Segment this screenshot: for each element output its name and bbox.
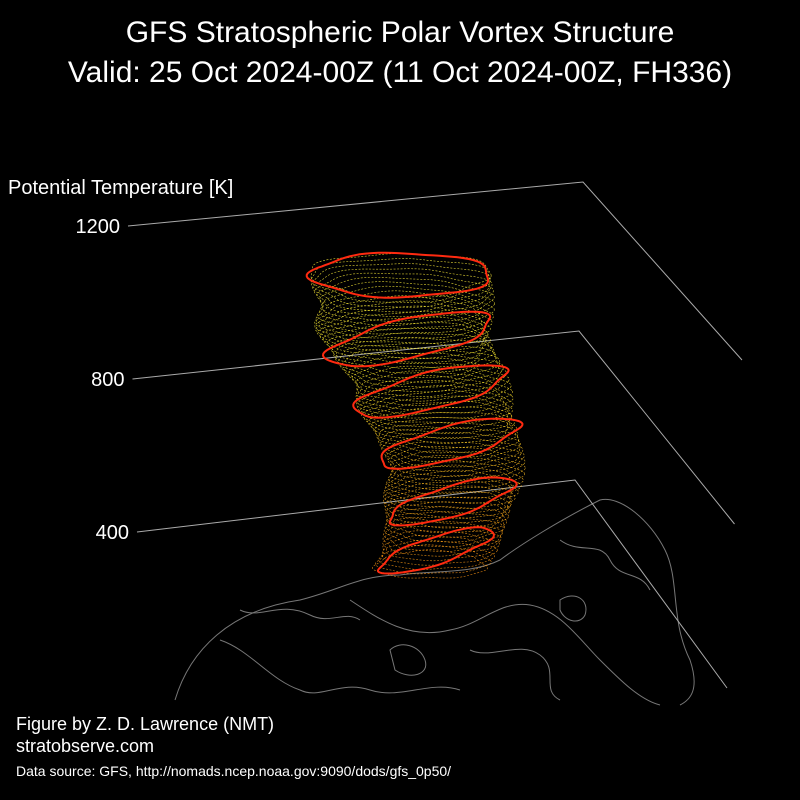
vortex-contour [386, 459, 524, 495]
vortex-edge [305, 251, 489, 299]
vortex-contour [379, 427, 520, 463]
vortex-contour [383, 437, 524, 472]
vortex-contour [316, 276, 495, 322]
vortex-contour [372, 549, 488, 579]
chart-subtitle: Valid: 25 Oct 2024-00Z (11 Oct 2024-00Z,… [68, 56, 732, 89]
y-tick-label: 400 [96, 522, 129, 544]
vortex-contour [383, 521, 503, 552]
grid-line [127, 181, 743, 361]
vortex-contour [385, 441, 525, 477]
vortex-contour [347, 357, 508, 397]
vortex-contour [384, 469, 519, 504]
vortex-contour [383, 480, 512, 514]
vortex-contour [340, 347, 501, 388]
vortex-contour [319, 316, 489, 360]
vortex-edge [321, 310, 492, 368]
vortex-edge [376, 526, 495, 575]
vortex-contour [356, 380, 514, 419]
vortex-contour [378, 421, 520, 458]
vortex-contour [357, 385, 513, 424]
vortex-contour [316, 311, 486, 355]
y-tick-label: 800 [91, 369, 124, 391]
vortex-contour [335, 337, 497, 378]
coastline [349, 599, 661, 706]
website: stratobserve.com [16, 736, 154, 756]
vortex-contour [384, 511, 505, 543]
axis-planes: 400 800 1200 [76, 181, 743, 689]
vortex-contour [359, 390, 512, 429]
chart-title: GFS Stratospheric Polar Vortex Structure [126, 16, 675, 49]
vortex-contour [312, 268, 493, 313]
coastline [389, 644, 427, 676]
vortex-edge [380, 417, 524, 470]
vortex-contour [315, 290, 494, 335]
coastline [559, 539, 651, 591]
vortex-contour [311, 263, 491, 308]
vortex-edge [388, 476, 518, 527]
vortex-contour [382, 530, 500, 562]
vortex-contour [383, 491, 512, 524]
vortex-contour [374, 544, 492, 575]
vortex [305, 251, 526, 579]
vortex-contour [381, 431, 522, 468]
credit: Figure by Z. D. Lawrence (NMT) [16, 714, 274, 734]
vortex-contour [367, 406, 515, 444]
grid-line [136, 479, 728, 689]
vortex-contour [310, 258, 491, 303]
vortex-contour [363, 401, 513, 440]
vortex-contour [355, 370, 513, 411]
vortex-contour [378, 539, 495, 570]
coastline [469, 648, 561, 701]
vortex-contour [316, 285, 495, 331]
data-source: Data source: GFS, http://nomads.ncep.noa… [16, 763, 451, 779]
axis-label: Potential Temperature [K] [8, 177, 233, 199]
vortex-contour [384, 496, 511, 529]
coastline [219, 639, 461, 694]
coastline [559, 595, 587, 622]
vortex-contour [343, 352, 504, 393]
grid-line [132, 330, 735, 525]
coastlines [174, 498, 695, 706]
y-tick-label: 1200 [76, 216, 121, 238]
vortex-contour [319, 281, 496, 327]
vortex-contour [331, 332, 495, 374]
vortex-contour [361, 395, 511, 435]
vortex-contour [322, 322, 491, 365]
coastline [239, 608, 361, 621]
vortex-contour [355, 375, 514, 415]
vortex-contour [351, 361, 510, 402]
vortex-edge [352, 364, 510, 419]
vortex-contour [314, 300, 491, 344]
vortex-contour [371, 412, 517, 449]
vortex-contour [385, 501, 509, 534]
vortex-contour [383, 516, 504, 547]
coastline [174, 498, 695, 706]
